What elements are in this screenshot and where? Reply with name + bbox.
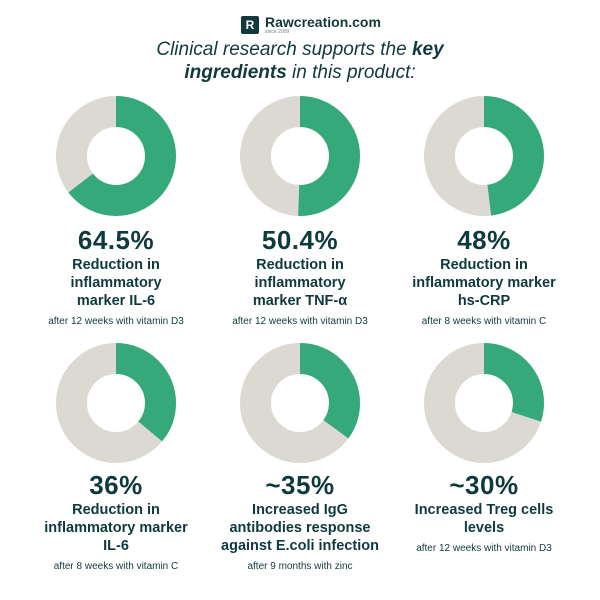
percentage-label: ~30%	[449, 470, 519, 500]
headline-prefix: Clinical research supports the	[156, 39, 412, 60]
description-line: Increased IgG	[252, 502, 348, 518]
description-line: Reduction in	[72, 257, 160, 273]
percentage-label: 48%	[457, 225, 511, 255]
source-note: after 12 weeks with vitamin D3	[48, 316, 184, 327]
description-line: inflammatory marker	[44, 520, 188, 536]
percentage-label: 36%	[89, 470, 143, 500]
headline-suffix: in this product:	[286, 62, 416, 83]
donut-chart	[240, 343, 360, 463]
headline-bold-1: key	[411, 39, 444, 60]
donut-chart	[424, 343, 544, 463]
donut-chart	[240, 96, 360, 216]
donut-value-slice	[424, 343, 544, 463]
brand-name: Rawcreation.com	[265, 14, 381, 30]
description-label: Reduction in inflammatory marker IL-6	[16, 501, 216, 555]
source-note: after 8 weeks with vitamin C	[53, 561, 179, 572]
donut-chart	[424, 96, 544, 216]
headline: Clinical research supports the key ingre…	[0, 38, 600, 84]
description-line: inflammatory marker	[412, 275, 556, 291]
brand-logo-letter: R	[245, 18, 255, 32]
description-line: Reduction in	[256, 257, 344, 273]
description-label: Reduction in inflammatory marker IL-6	[16, 256, 216, 310]
donut-value-slice	[56, 343, 176, 463]
donut-value-slice	[240, 96, 360, 216]
brand-text: Rawcreation.com since 2009	[265, 15, 381, 35]
donut-chart	[56, 96, 176, 216]
description-line: levels	[463, 520, 505, 536]
description-line: Reduction in	[440, 257, 528, 273]
headline-line-2: ingredients in this product:	[0, 61, 600, 84]
description-line: hs-CRP	[457, 293, 511, 309]
percentage-label: ~35%	[265, 470, 335, 500]
source-note: after 9 months with zinc	[247, 561, 353, 572]
percentage-label: 64.5%	[77, 225, 155, 255]
brand-since: since 2009	[265, 29, 290, 35]
description-label: Reduction in inflammatory marker hs-CRP	[384, 256, 584, 310]
description-line: IL-6	[103, 538, 129, 554]
donut-chart	[56, 343, 176, 463]
source-note: after 12 weeks with vitamin D3	[416, 543, 552, 554]
description-line: against E.coli infection	[221, 538, 379, 554]
description-label: Increased IgG antibodies response against …	[200, 501, 400, 555]
source-note: after 12 weeks with vitamin D3	[232, 316, 368, 327]
description-line: antibodies response	[229, 520, 371, 536]
description-label: Reduction in inflammatory marker TNF-α	[200, 256, 400, 310]
donut-value-slice	[424, 96, 544, 216]
description-label: Increased Treg cells levels	[384, 501, 584, 537]
donut-value-slice	[56, 96, 176, 216]
source-note: after 8 weeks with vitamin C	[421, 316, 547, 327]
description-line: Reduction in	[72, 502, 160, 518]
headline-line-1: Clinical research supports the key	[0, 38, 600, 61]
description-line: Increased Treg cells	[414, 502, 554, 518]
donut-value-slice	[240, 343, 360, 463]
description-line: marker IL-6	[76, 293, 156, 309]
headline-bold-2: ingredients	[184, 62, 287, 83]
description-line: inflammatory	[70, 275, 162, 291]
description-line: inflammatory	[254, 275, 346, 291]
description-line: marker TNF-α	[252, 293, 348, 309]
brand-logo-icon: R	[241, 16, 259, 34]
percentage-label: 50.4%	[261, 225, 339, 255]
brand: R Rawcreation.com since 2009	[241, 14, 381, 36]
